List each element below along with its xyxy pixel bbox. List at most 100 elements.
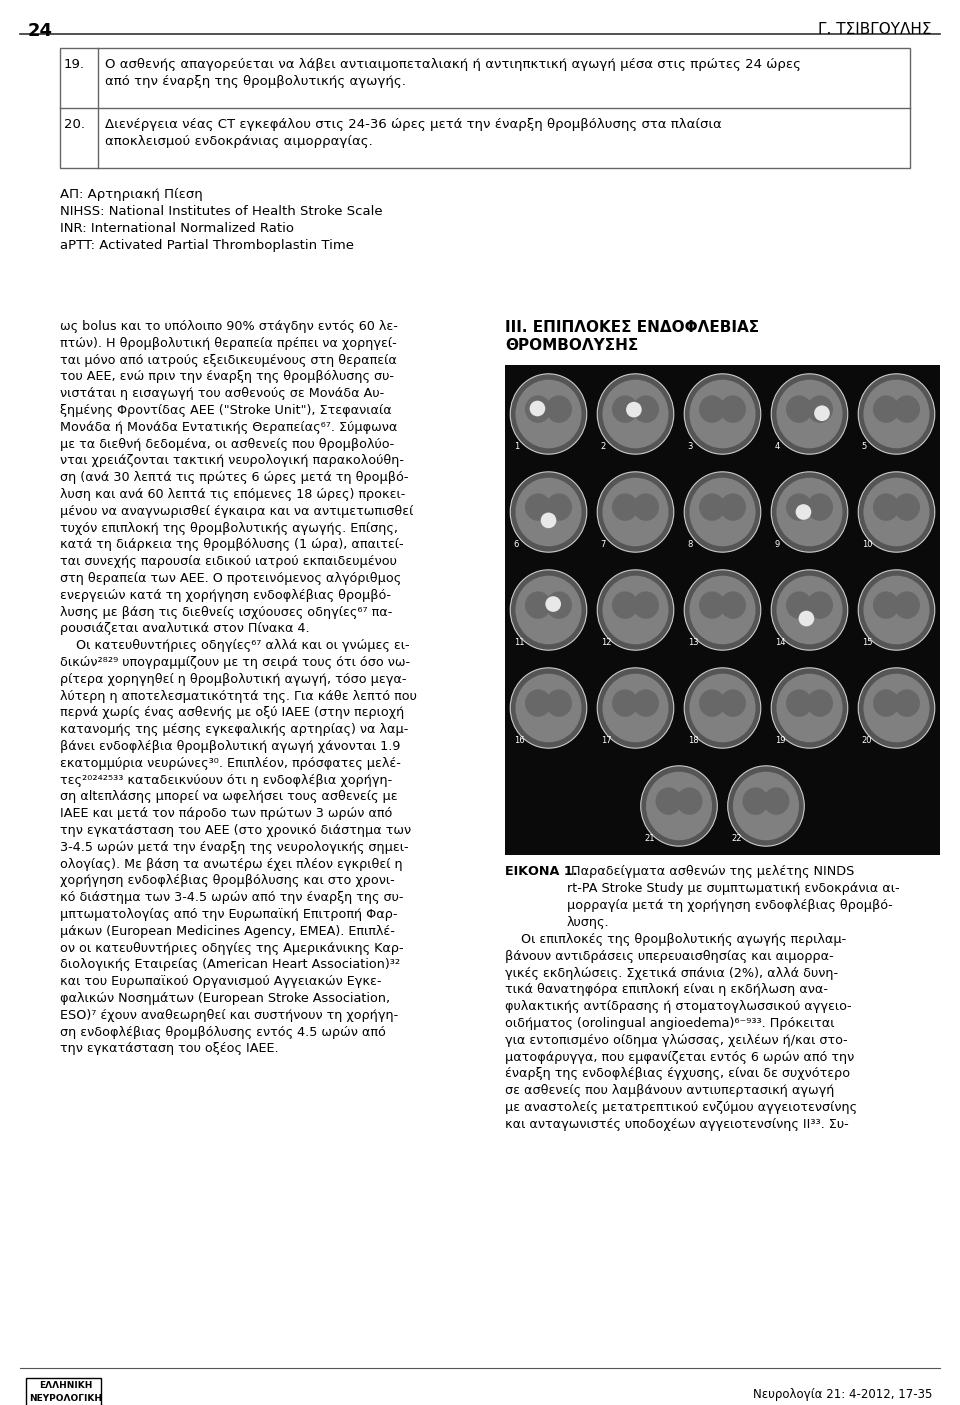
Text: 21: 21 xyxy=(644,835,655,843)
Text: Οι επιπλοκές της θρομβολυτικής αγωγής περιλαμ-
βάνουν αντιδράσεις υπερευαισθησία: Οι επιπλοκές της θρομβολυτικής αγωγής πε… xyxy=(505,933,857,1131)
Ellipse shape xyxy=(786,493,812,521)
Ellipse shape xyxy=(525,592,551,618)
Ellipse shape xyxy=(540,513,557,528)
Ellipse shape xyxy=(863,379,929,448)
Ellipse shape xyxy=(732,771,799,840)
Text: 19: 19 xyxy=(775,736,785,745)
Text: 5: 5 xyxy=(862,443,867,451)
Ellipse shape xyxy=(742,787,769,815)
Ellipse shape xyxy=(894,493,920,521)
Ellipse shape xyxy=(633,592,659,618)
Text: ως bolus και το υπόλοιπο 90% στάγδην εντός 60 λε-
πτών). Η θρομβολυτική θεραπεία: ως bolus και το υπόλοιπο 90% στάγδην εντ… xyxy=(60,320,417,1055)
Ellipse shape xyxy=(894,592,920,618)
Ellipse shape xyxy=(626,402,641,417)
Ellipse shape xyxy=(863,478,929,547)
Ellipse shape xyxy=(689,674,756,742)
Ellipse shape xyxy=(612,395,638,423)
Ellipse shape xyxy=(807,690,833,717)
Ellipse shape xyxy=(873,493,900,521)
Ellipse shape xyxy=(894,690,920,717)
Text: 8: 8 xyxy=(687,541,693,549)
Text: 11: 11 xyxy=(514,638,524,648)
Ellipse shape xyxy=(689,478,756,547)
Ellipse shape xyxy=(510,374,587,454)
Ellipse shape xyxy=(786,690,812,717)
Ellipse shape xyxy=(689,576,756,645)
Text: 14: 14 xyxy=(775,638,785,648)
Ellipse shape xyxy=(684,374,760,454)
Ellipse shape xyxy=(873,690,900,717)
Text: INR: International Normalized Ratio: INR: International Normalized Ratio xyxy=(60,222,294,235)
Text: 19.: 19. xyxy=(64,58,85,72)
Ellipse shape xyxy=(646,771,712,840)
Ellipse shape xyxy=(699,493,725,521)
Ellipse shape xyxy=(603,576,668,645)
Text: Γ. ΤΣΙΒΓΟΥΛΗΣ: Γ. ΤΣΙΒΓΟΥΛΗΣ xyxy=(819,22,932,37)
Text: 20.: 20. xyxy=(64,118,85,131)
Text: aPTT: Activated Partial Thromboplastin Time: aPTT: Activated Partial Thromboplastin T… xyxy=(60,239,354,251)
Text: ΕΛΛΗΝΙΚΗ: ΕΛΛΗΝΙΚΗ xyxy=(38,1381,92,1390)
Ellipse shape xyxy=(597,667,674,749)
Ellipse shape xyxy=(684,472,760,552)
Text: 15: 15 xyxy=(862,638,873,648)
Ellipse shape xyxy=(786,395,812,423)
Ellipse shape xyxy=(720,395,746,423)
Ellipse shape xyxy=(546,395,572,423)
Ellipse shape xyxy=(799,611,814,627)
Ellipse shape xyxy=(633,690,659,717)
Ellipse shape xyxy=(677,787,703,815)
Ellipse shape xyxy=(777,379,843,448)
Ellipse shape xyxy=(771,472,848,552)
Ellipse shape xyxy=(720,493,746,521)
Text: ΘΡΟΜΒΟΛΥΣΗΣ: ΘΡΟΜΒΟΛΥΣΗΣ xyxy=(505,339,638,353)
Ellipse shape xyxy=(516,379,582,448)
Ellipse shape xyxy=(633,493,659,521)
Ellipse shape xyxy=(633,395,659,423)
Ellipse shape xyxy=(699,592,725,618)
Ellipse shape xyxy=(510,667,587,749)
Ellipse shape xyxy=(863,576,929,645)
Text: 16: 16 xyxy=(514,736,524,745)
Ellipse shape xyxy=(603,674,668,742)
Ellipse shape xyxy=(525,395,551,423)
Bar xyxy=(505,365,940,856)
Ellipse shape xyxy=(807,493,833,521)
Ellipse shape xyxy=(796,504,811,520)
Ellipse shape xyxy=(858,472,935,552)
Ellipse shape xyxy=(807,395,833,423)
Ellipse shape xyxy=(771,570,848,651)
Ellipse shape xyxy=(858,570,935,651)
Ellipse shape xyxy=(597,374,674,454)
Ellipse shape xyxy=(894,395,920,423)
Ellipse shape xyxy=(777,674,843,742)
Text: Ο ασθενής απαγορεύεται να λάβει αντιαιμοπεταλιακή ή αντιηπκτική αγωγή μέσα στις : Ο ασθενής απαγορεύεται να λάβει αντιαιμο… xyxy=(105,58,801,89)
Ellipse shape xyxy=(516,576,582,645)
Ellipse shape xyxy=(546,592,572,618)
Ellipse shape xyxy=(728,766,804,846)
Ellipse shape xyxy=(525,690,551,717)
Ellipse shape xyxy=(720,592,746,618)
Text: 20: 20 xyxy=(862,736,873,745)
Ellipse shape xyxy=(640,766,717,846)
Ellipse shape xyxy=(858,374,935,454)
Ellipse shape xyxy=(763,787,789,815)
Ellipse shape xyxy=(525,493,551,521)
Text: ΙΙΙ. ΕΠΙΠΛΟΚΕΣ ΕΝΔΟΦΛΕΒΙΑΣ: ΙΙΙ. ΕΠΙΠΛΟΚΕΣ ΕΝΔΟΦΛΕΒΙΑΣ xyxy=(505,320,759,334)
Ellipse shape xyxy=(510,472,587,552)
Text: Νευρολογία 21: 4-2012, 17-35: Νευρολογία 21: 4-2012, 17-35 xyxy=(753,1388,932,1401)
Ellipse shape xyxy=(516,674,582,742)
Ellipse shape xyxy=(612,493,638,521)
Ellipse shape xyxy=(597,570,674,651)
Ellipse shape xyxy=(597,472,674,552)
Ellipse shape xyxy=(603,379,668,448)
Bar xyxy=(26,1378,101,1405)
Ellipse shape xyxy=(545,596,561,613)
Ellipse shape xyxy=(777,576,843,645)
Bar xyxy=(60,48,910,169)
Text: Παραδείγματα ασθενών της μελέτης NINDS
rt-PA Stroke Study με συμπτωματική ενδοκρ: Παραδείγματα ασθενών της μελέτης NINDS r… xyxy=(567,865,900,929)
Text: 3: 3 xyxy=(687,443,693,451)
Ellipse shape xyxy=(603,478,668,547)
Ellipse shape xyxy=(684,667,760,749)
Ellipse shape xyxy=(699,395,725,423)
Ellipse shape xyxy=(689,379,756,448)
